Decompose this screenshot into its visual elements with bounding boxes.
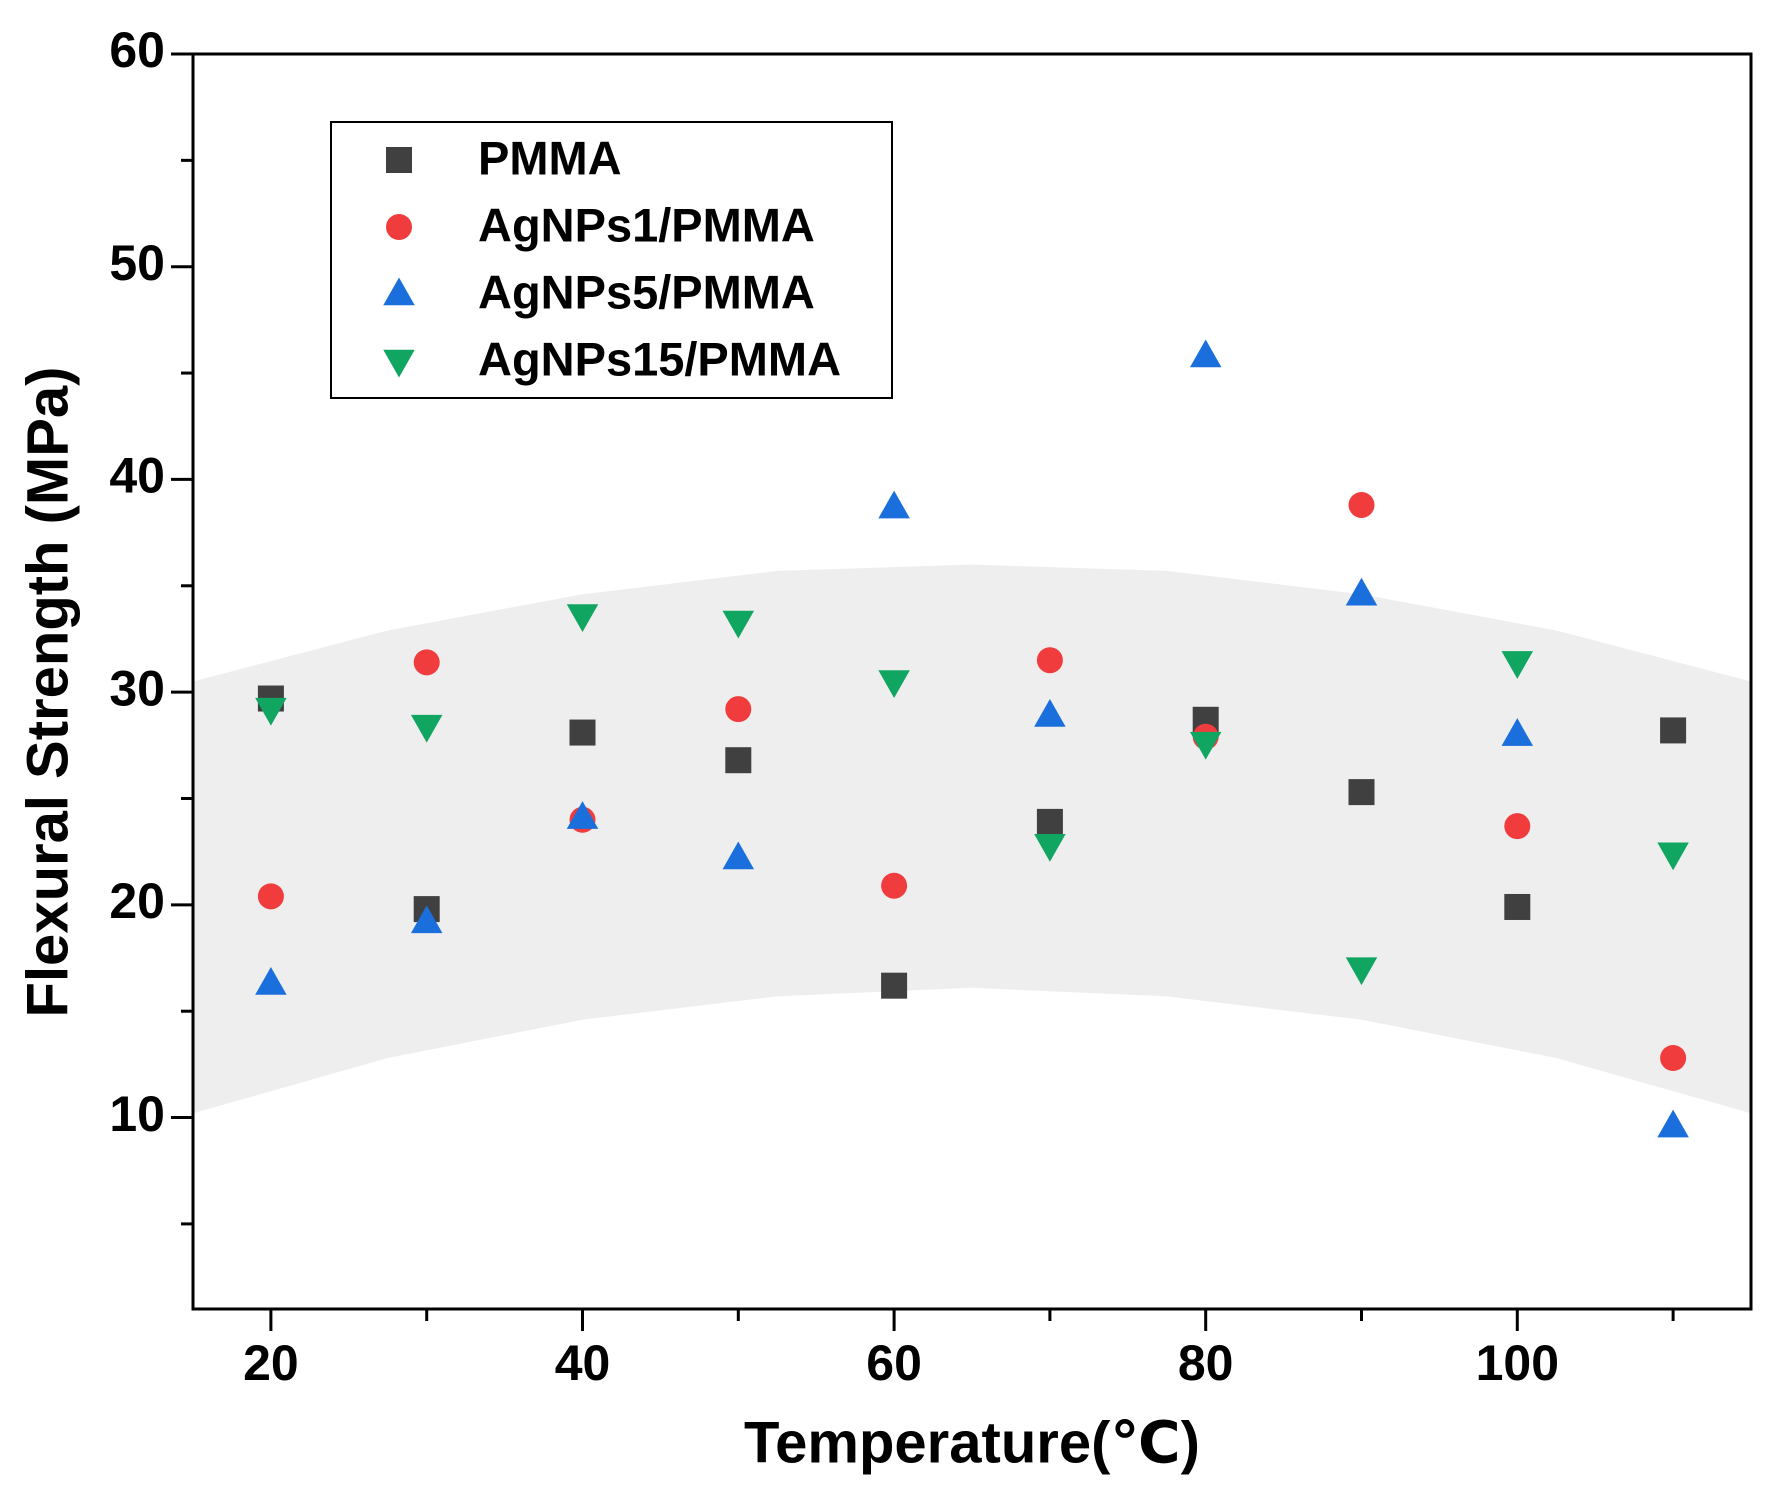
y-tick-label: 10 bbox=[109, 1086, 165, 1142]
plot-frame bbox=[191, 52, 1753, 1311]
marker-circle bbox=[1036, 647, 1063, 674]
y-tick-label: 30 bbox=[109, 660, 165, 716]
marker-square bbox=[569, 719, 596, 746]
y-axis-title: Flexural Strength (MPa) bbox=[15, 367, 80, 1018]
marker-triangle-down bbox=[878, 670, 910, 698]
marker-triangle-down bbox=[255, 697, 287, 726]
legend-marker bbox=[383, 277, 415, 306]
x-tick-label: 60 bbox=[866, 1335, 922, 1391]
marker-circle bbox=[413, 649, 440, 676]
marker-circle bbox=[257, 883, 284, 910]
x-tick-label: 40 bbox=[555, 1335, 611, 1391]
y-tick-label: 20 bbox=[109, 873, 165, 929]
marker-triangle-down bbox=[566, 604, 599, 633]
legend-label: PMMA bbox=[478, 131, 622, 184]
marker-square bbox=[1036, 808, 1063, 835]
marker-triangle-up bbox=[1501, 718, 1534, 746]
marker-triangle-up bbox=[1345, 577, 1378, 606]
marker-triangle-down bbox=[1501, 651, 1534, 679]
marker-triangle-up bbox=[566, 801, 599, 829]
marker-triangle-up bbox=[410, 905, 443, 934]
marker-triangle-up bbox=[255, 967, 287, 995]
y-tick-label: 40 bbox=[109, 448, 165, 504]
marker-triangle-down bbox=[1189, 731, 1222, 760]
x-axis-title: Temperature(℃) bbox=[744, 1410, 1200, 1475]
marker-circle bbox=[1660, 1045, 1687, 1071]
marker-triangle-up bbox=[878, 490, 910, 519]
marker-circle bbox=[1348, 491, 1375, 518]
y-tick-label: 50 bbox=[109, 235, 165, 291]
legend-label: AgNPs1/PMMA bbox=[478, 198, 815, 251]
legend-marker bbox=[383, 349, 415, 378]
marker-triangle-down bbox=[1034, 834, 1066, 862]
marker-square bbox=[881, 972, 908, 999]
legend-marker bbox=[386, 147, 412, 173]
y-tick-label: 60 bbox=[109, 22, 165, 78]
legend-label: AgNPs5/PMMA bbox=[478, 265, 815, 318]
legend-label: AgNPs15/PMMA bbox=[478, 332, 841, 385]
legend-box bbox=[330, 121, 893, 399]
x-tick-label: 100 bbox=[1476, 1335, 1559, 1391]
legend-marker bbox=[386, 214, 412, 240]
marker-square bbox=[1348, 779, 1375, 806]
marker-triangle-down bbox=[410, 714, 443, 743]
marker-circle bbox=[1504, 813, 1531, 840]
marker-square bbox=[725, 747, 752, 774]
marker-circle bbox=[881, 872, 908, 899]
marker-circle bbox=[725, 696, 752, 723]
marker-triangle-down bbox=[1657, 842, 1689, 871]
x-tick-label: 80 bbox=[1178, 1335, 1234, 1391]
x-tick-label: 20 bbox=[243, 1335, 299, 1391]
marker-triangle-up bbox=[722, 841, 755, 870]
marker-square bbox=[1504, 893, 1531, 920]
marker-triangle-up bbox=[1034, 699, 1066, 727]
marker-triangle-down bbox=[722, 610, 755, 639]
marker-square bbox=[1660, 717, 1687, 744]
marker-triangle-up bbox=[1657, 1109, 1689, 1138]
marker-triangle-up bbox=[1189, 339, 1222, 368]
marker-triangle-down bbox=[1345, 957, 1378, 986]
